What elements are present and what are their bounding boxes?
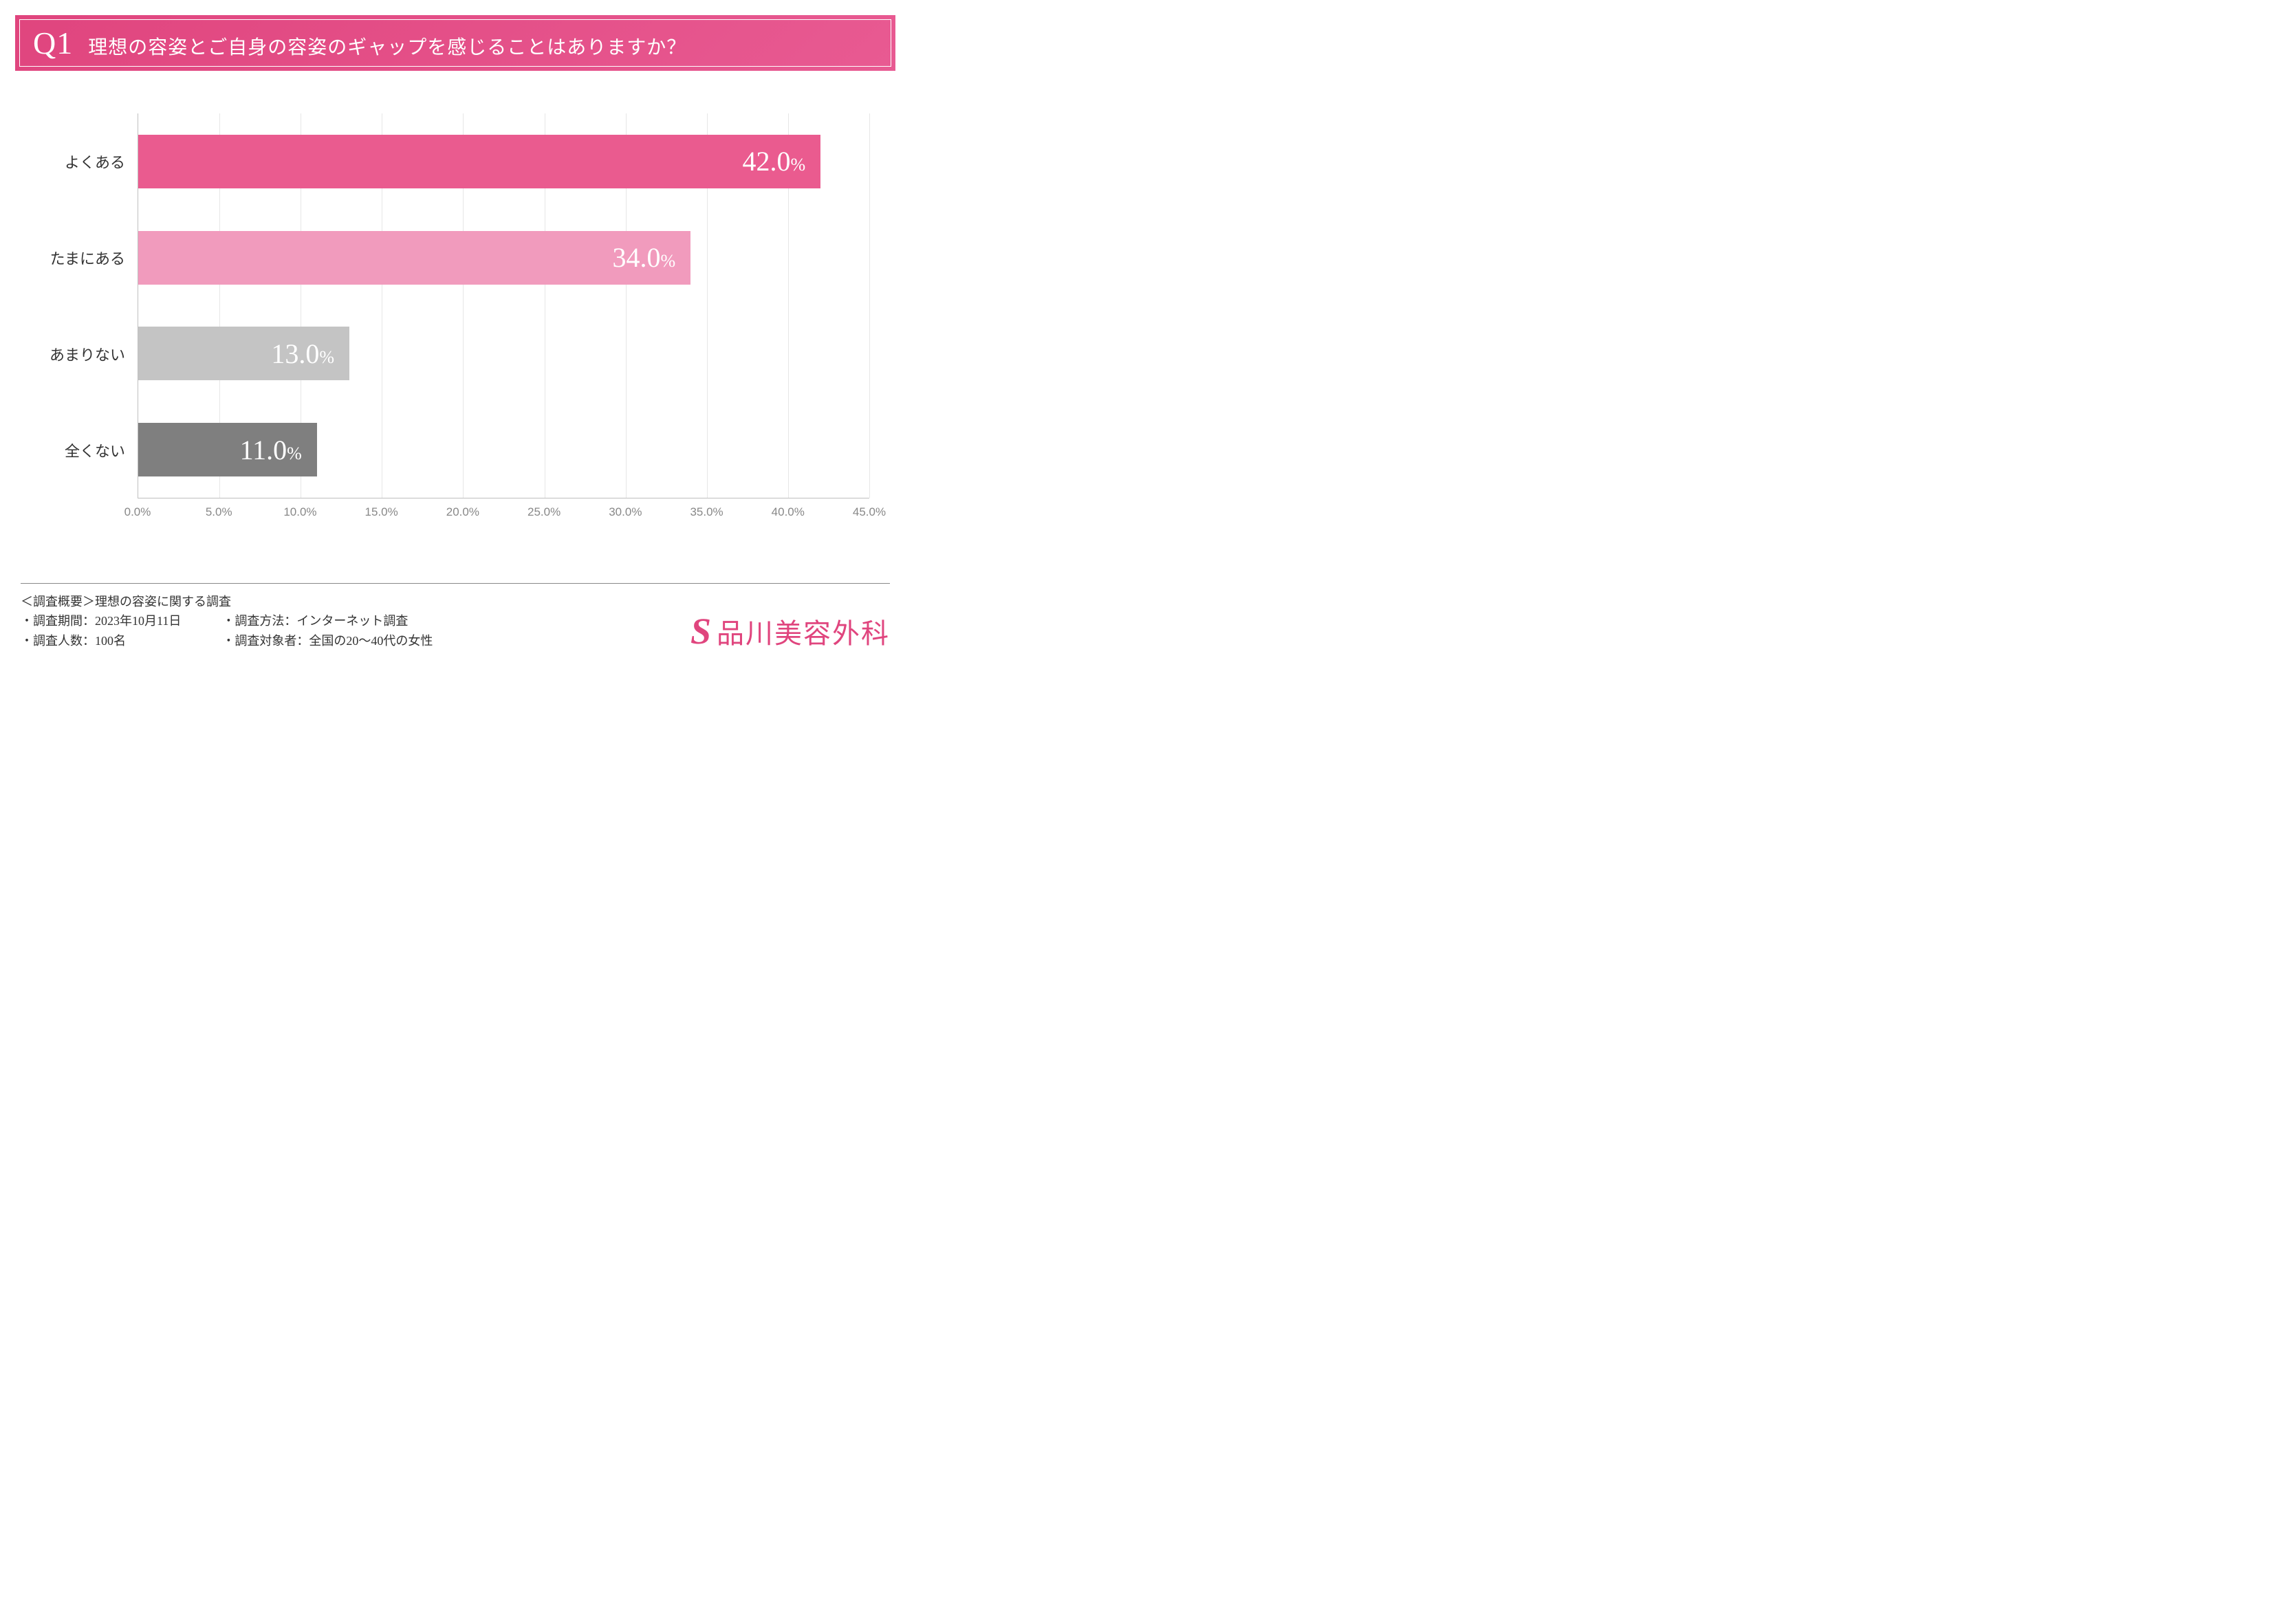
- bar: 42.0%: [138, 135, 820, 188]
- x-tick-label: 25.0%: [527, 505, 560, 519]
- category-label: 全くない: [41, 402, 138, 498]
- brand-logo: S 品川美容外科: [690, 611, 890, 651]
- bar-value-label: 34.0%: [612, 241, 675, 274]
- bar-chart: よくある たまにある あまりない 全くない 42.0% 34.0% 13.0% 11.…: [41, 113, 869, 553]
- category-label: よくある: [41, 113, 138, 210]
- x-tick-label: 40.0%: [772, 505, 805, 519]
- category-label: あまりない: [41, 306, 138, 402]
- survey-title: ＜調査概要＞理想の容姿に関する調査: [21, 592, 433, 612]
- x-tick-label: 35.0%: [690, 505, 723, 519]
- footer: ＜調査概要＞理想の容姿に関する調査 ・調査期間：2023年10月11日 ・調査人…: [21, 583, 890, 651]
- bar-row: 42.0%: [138, 113, 869, 210]
- question-number: Q1: [33, 25, 73, 61]
- x-tick-label: 5.0%: [206, 505, 232, 519]
- x-axis: 0.0%5.0%10.0%15.0%20.0%25.0%30.0%35.0%40…: [138, 498, 869, 526]
- y-axis-labels: よくある たまにある あまりない 全くない: [41, 113, 138, 498]
- plot-area: 42.0% 34.0% 13.0% 11.0%: [138, 113, 869, 498]
- survey-line: ・調査対象者：全国の20～40代の女性: [222, 631, 433, 651]
- x-tick-label: 15.0%: [365, 505, 398, 519]
- bar-value-label: 42.0%: [742, 145, 805, 177]
- bar-row: 11.0%: [138, 402, 869, 498]
- logo-text: 品川美容外科: [717, 611, 890, 651]
- question-text: 理想の容姿とご自身の容姿のギャップを感じることはありますか？: [88, 32, 686, 60]
- bar: 34.0%: [138, 231, 690, 285]
- x-tick-label: 10.0%: [283, 505, 316, 519]
- bar-value-label: 13.0%: [271, 338, 334, 370]
- bar: 13.0%: [138, 327, 349, 380]
- x-tick-label: 45.0%: [853, 505, 886, 519]
- survey-line: ・調査人数：100名: [21, 631, 181, 651]
- bar-row: 34.0%: [138, 210, 869, 306]
- x-tick-label: 30.0%: [609, 505, 642, 519]
- survey-line: ・調査期間：2023年10月11日: [21, 611, 181, 631]
- grid-line: [869, 113, 870, 498]
- survey-line: ・調査方法：インターネット調査: [222, 611, 433, 631]
- logo-mark: S: [690, 613, 711, 650]
- bar-value-label: 11.0%: [240, 434, 302, 466]
- x-tick-label: 0.0%: [124, 505, 151, 519]
- x-tick-label: 20.0%: [446, 505, 479, 519]
- bar-row: 13.0%: [138, 306, 869, 402]
- question-header: Q1 理想の容姿とご自身の容姿のギャップを感じることはありますか？: [14, 14, 897, 72]
- bar: 11.0%: [138, 423, 317, 476]
- survey-info: ＜調査概要＞理想の容姿に関する調査 ・調査期間：2023年10月11日 ・調査人…: [21, 592, 433, 651]
- category-label: たまにある: [41, 210, 138, 306]
